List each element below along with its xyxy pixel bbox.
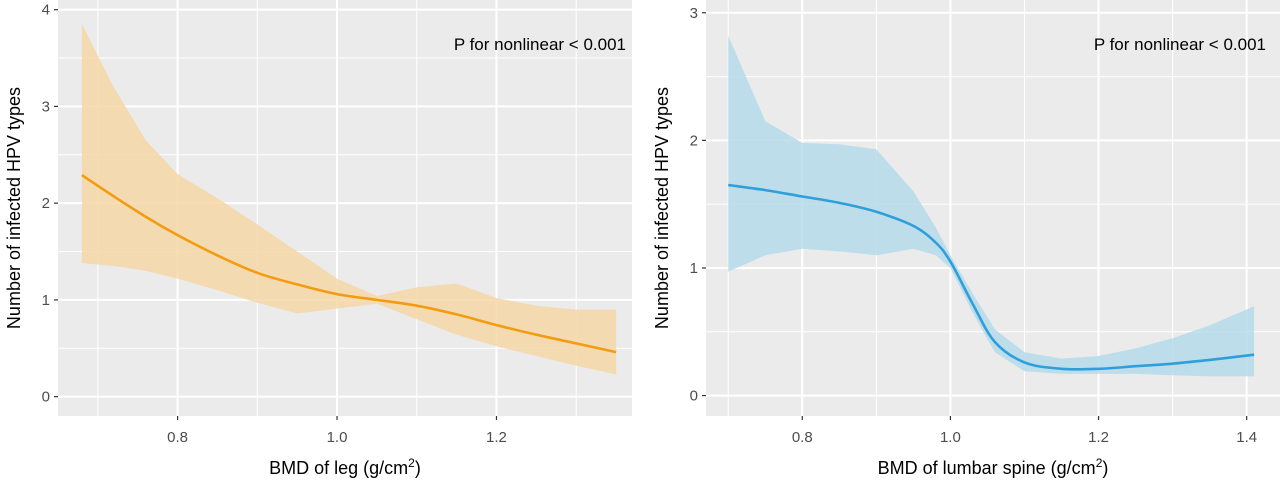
chart-2-y-tick-label: 1 xyxy=(690,260,698,277)
chart-1-x-tick-label: 1.0 xyxy=(327,429,348,446)
chart-2-x-axis-title-end: ) xyxy=(1102,458,1108,478)
chart-2-x-axis-title-main: BMD of lumbar spine (g/cm xyxy=(878,458,1096,478)
chart-1-y-tick-label: 4 xyxy=(42,2,50,19)
chart-2-x-axis-title: BMD of lumbar spine (g/cm2) xyxy=(878,456,1109,478)
chart-2-annotation: P for nonlinear < 0.001 xyxy=(1094,35,1266,54)
chart-2-y-tick-label: 3 xyxy=(690,5,698,22)
chart-2-x-tick-label: 1.0 xyxy=(940,429,961,446)
chart-1-y-axis-title: Number of infected HPV types xyxy=(4,87,24,329)
chart-1-x-tick-label: 0.8 xyxy=(167,429,188,446)
chart-1-fitted-line xyxy=(81,174,617,354)
chart-1-y-tick-label: 1 xyxy=(42,292,50,309)
chart-1-y-tick-label: 3 xyxy=(42,98,50,115)
chart-1-y-tick-label: 2 xyxy=(42,195,50,212)
chart-2-confidence-band xyxy=(728,35,1255,377)
chart-1-y-tick-label: 0 xyxy=(42,389,50,406)
chart-1-x-axis-title-main: BMD of leg (g/cm xyxy=(269,458,408,478)
chart-2-x-tick-label: 0.8 xyxy=(792,429,813,446)
chart-1-x-tick-label: 1.2 xyxy=(486,429,507,446)
chart-2-y-axis-title: Number of infected HPV types xyxy=(652,87,672,329)
chart-2-x-tick-label: 1.4 xyxy=(1236,429,1257,446)
chart-1-x-axis-title: BMD of leg (g/cm2) xyxy=(269,456,421,478)
chart-1-x-axis-title-sup: 2 xyxy=(408,456,415,470)
chart-2-x-tick-label: 1.2 xyxy=(1088,429,1109,446)
chart-bmd-leg: 0 1 2 3 4 0.8 1.0 1.2 P for nonlinear < 0.001 Num… xyxy=(4,0,632,478)
chart-2-y-tick-label: 2 xyxy=(690,132,698,149)
chart-1-confidence-band xyxy=(81,24,617,375)
chart-2-y-tick-label: 0 xyxy=(690,388,698,405)
chart-1-annotation: P for nonlinear < 0.001 xyxy=(454,35,626,54)
chart-2-x-axis-title-sup: 2 xyxy=(1096,456,1103,470)
chart-2-fitted-line xyxy=(728,183,1255,371)
chart-bmd-lumbar-spine: 0 1 2 3 0.8 1.0 1.2 1.4 P for nonlinear < 0.001 N… xyxy=(652,0,1280,478)
chart-1-x-axis-title-end: ) xyxy=(415,458,421,478)
